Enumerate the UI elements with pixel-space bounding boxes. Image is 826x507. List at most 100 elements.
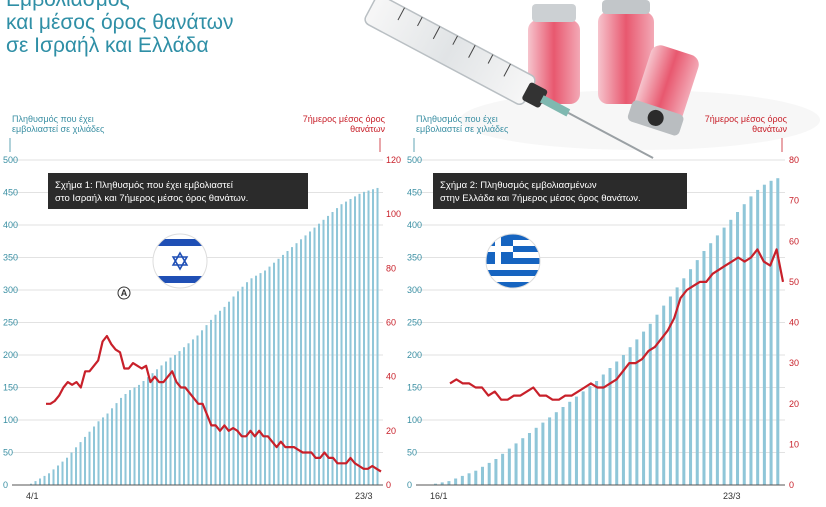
bar — [349, 199, 352, 485]
death-average-line — [449, 248, 785, 401]
bar — [715, 235, 719, 485]
star-of-david-triangle — [171, 256, 189, 271]
flag-rim — [485, 233, 541, 289]
left-axis-label: εμβολιαστεί σε χιλιάδες — [416, 124, 509, 134]
bar — [635, 339, 639, 485]
right-tick-label: 40 — [386, 372, 396, 382]
chart-2: 5004504003503002502001501005008070605040… — [407, 114, 799, 501]
left-axis-label: εμβολιαστεί σε χιλιάδες — [12, 124, 105, 134]
bar — [588, 386, 592, 485]
bar — [273, 262, 276, 485]
bar — [689, 269, 693, 485]
right-tick-label: 20 — [789, 399, 799, 409]
bar — [574, 396, 578, 485]
bar — [648, 323, 652, 485]
bar — [228, 301, 231, 485]
bar — [277, 258, 280, 485]
bar — [165, 361, 168, 485]
headline-line-1: Εμβολιασμός — [6, 0, 306, 11]
bar — [187, 343, 190, 485]
bar — [460, 475, 464, 485]
bar — [286, 251, 289, 485]
bar — [241, 286, 244, 485]
bar — [327, 215, 330, 485]
headline-line-3: σε Ισραήλ και Ελλάδα — [6, 34, 209, 57]
bar — [534, 427, 538, 485]
bar — [30, 483, 33, 485]
right-tick-label: 0 — [386, 480, 391, 490]
caption-box — [433, 173, 687, 209]
vial-3 — [627, 45, 699, 136]
bar — [769, 180, 773, 486]
bar — [527, 433, 531, 485]
left-tick-label: 400 — [407, 220, 422, 230]
bar — [192, 339, 195, 485]
right-tick-label: 120 — [386, 155, 401, 165]
bar — [358, 193, 361, 486]
bar — [214, 314, 217, 485]
bar — [729, 219, 733, 486]
vial-2 — [598, 0, 654, 104]
bar — [66, 457, 69, 485]
bar — [487, 462, 491, 485]
caption-box — [48, 173, 308, 209]
x-start-label: 4/1 — [26, 491, 39, 501]
bar — [169, 357, 172, 485]
bar — [514, 443, 518, 485]
bar — [246, 282, 249, 485]
bar — [210, 319, 213, 485]
bar — [608, 368, 612, 485]
flag-cross-v — [495, 234, 501, 264]
bar — [232, 296, 235, 485]
bar — [52, 469, 55, 485]
x-end-label: 23/3 — [723, 491, 741, 501]
x-start-label: 16/1 — [430, 491, 448, 501]
vial-1 — [528, 4, 580, 104]
flag-stripe — [486, 282, 540, 288]
annotation-label: A — [121, 288, 128, 298]
left-tick-label: 0 — [407, 480, 412, 490]
annotation-a-icon: A — [117, 286, 131, 300]
bar — [61, 461, 64, 485]
right-tick-label: 40 — [789, 318, 799, 328]
bar — [354, 196, 357, 485]
bar — [79, 442, 82, 485]
bar — [268, 266, 271, 485]
flag-rim — [152, 233, 208, 289]
annotation-circle — [117, 286, 131, 300]
bar — [138, 384, 141, 485]
bar — [480, 466, 485, 485]
bar — [97, 421, 100, 485]
left-tick-label: 100 — [3, 415, 18, 425]
left-tick-label: 250 — [3, 318, 18, 328]
bar — [183, 347, 186, 485]
bar — [655, 314, 659, 485]
left-tick-label: 150 — [407, 383, 422, 393]
bar — [282, 254, 285, 485]
bar — [84, 436, 87, 485]
bar — [434, 483, 438, 485]
bar — [250, 278, 253, 485]
bar — [291, 247, 294, 485]
bar — [147, 377, 150, 485]
right-tick-label: 80 — [789, 155, 799, 165]
headline-line-2: και μέσος όρος θανάτων — [6, 11, 234, 34]
bar — [75, 447, 78, 485]
bar — [318, 223, 321, 485]
bar — [309, 231, 312, 485]
bar — [363, 191, 366, 485]
bar — [264, 270, 267, 485]
bar — [709, 243, 713, 485]
bar — [237, 291, 240, 485]
bar — [196, 335, 199, 485]
left-tick-label: 450 — [3, 188, 18, 198]
right-tick-label: 10 — [789, 439, 799, 449]
bar — [111, 408, 114, 485]
left-tick-label: 300 — [407, 285, 422, 295]
bar — [70, 452, 73, 485]
bar — [742, 204, 746, 485]
bar — [322, 219, 325, 486]
left-tick-label: 450 — [407, 188, 422, 198]
bar — [756, 189, 760, 485]
